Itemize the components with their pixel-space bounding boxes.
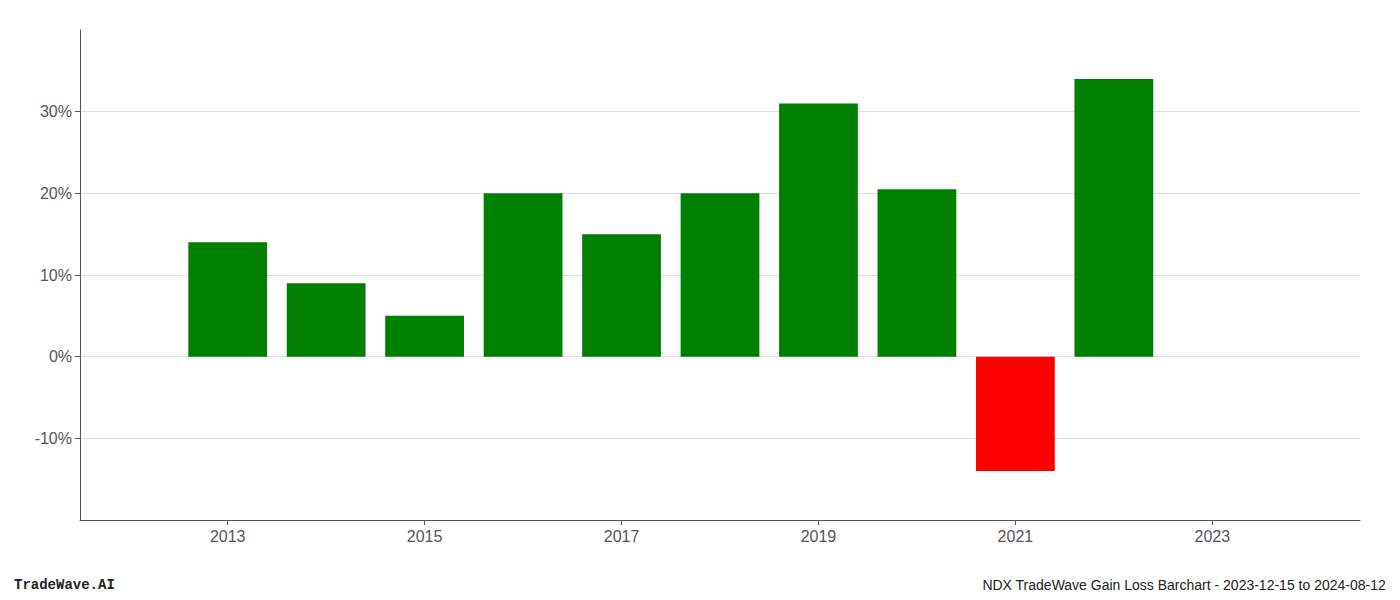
svg-text:2017: 2017 [604, 528, 640, 545]
svg-text:2013: 2013 [210, 528, 246, 545]
svg-text:2023: 2023 [1195, 528, 1231, 545]
svg-text:10%: 10% [40, 267, 72, 284]
svg-text:20%: 20% [40, 185, 72, 202]
svg-text:TradeWave.AI: TradeWave.AI [14, 577, 115, 593]
svg-text:2019: 2019 [801, 528, 837, 545]
svg-text:-10%: -10% [35, 430, 72, 447]
svg-text:30%: 30% [40, 103, 72, 120]
svg-text:0%: 0% [49, 348, 72, 365]
svg-text:2015: 2015 [407, 528, 443, 545]
svg-text:NDX TradeWave Gain Loss Barcha: NDX TradeWave Gain Loss Barchart - 2023-… [982, 577, 1386, 593]
svg-text:2021: 2021 [998, 528, 1034, 545]
